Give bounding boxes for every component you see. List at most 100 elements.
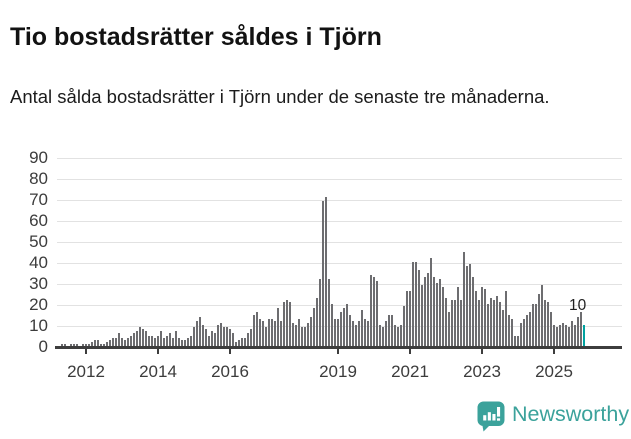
- y-tick-label: 90: [29, 148, 48, 167]
- bar: [169, 333, 172, 346]
- bar: [331, 304, 334, 346]
- bar: [277, 308, 280, 346]
- bar: [544, 299, 547, 346]
- bar: [364, 318, 367, 346]
- bar: [97, 339, 100, 346]
- bar: [340, 312, 343, 346]
- bar: [484, 289, 487, 346]
- bar: [547, 301, 550, 346]
- bar: [421, 285, 424, 346]
- bar: [292, 322, 295, 346]
- bar: [61, 343, 64, 346]
- bar: [526, 314, 529, 346]
- bar: [91, 341, 94, 346]
- bar: [466, 266, 469, 346]
- bar: [433, 276, 436, 346]
- bar: [535, 304, 538, 346]
- x-tick-label: 2012: [67, 362, 105, 381]
- bar: [481, 287, 484, 346]
- bar: [106, 341, 109, 346]
- bar: [154, 337, 157, 346]
- bar: [109, 339, 112, 346]
- bar: [199, 316, 202, 346]
- page-title: Tio bostadsrätter såldes i Tjörn: [10, 22, 382, 51]
- bar: [142, 329, 145, 346]
- bar: [289, 301, 292, 346]
- bar: [574, 325, 577, 346]
- y-tick-label: 70: [29, 190, 48, 209]
- gridline: [57, 305, 622, 306]
- bar: [388, 314, 391, 346]
- bar: [244, 337, 247, 346]
- bar: [286, 299, 289, 346]
- bar: [448, 312, 451, 346]
- bar: [103, 343, 106, 346]
- bar: [442, 287, 445, 346]
- bar: [553, 325, 556, 346]
- bar: [301, 327, 304, 346]
- x-tick: [157, 349, 159, 354]
- bar: [226, 327, 229, 346]
- bar: [382, 327, 385, 346]
- gridline: [57, 242, 622, 243]
- bar: [223, 327, 226, 346]
- bar: [529, 312, 532, 346]
- bar: [166, 335, 169, 346]
- gridline: [57, 200, 622, 201]
- bar: [139, 327, 142, 346]
- bar: [580, 312, 583, 346]
- bar: [133, 333, 136, 346]
- bar: [259, 318, 262, 346]
- bar: [334, 318, 337, 346]
- bar: [190, 335, 193, 346]
- bar: [124, 339, 127, 346]
- bar: [556, 327, 559, 346]
- bar: [469, 264, 472, 346]
- bar: [367, 320, 370, 346]
- bar: [178, 337, 181, 346]
- bar: [298, 318, 301, 346]
- x-tick: [85, 349, 87, 354]
- bar: [271, 318, 274, 346]
- x-tick-label: 2025: [535, 362, 573, 381]
- bar: [85, 343, 88, 346]
- x-tick-label: 2014: [139, 362, 177, 381]
- bar: [211, 331, 214, 346]
- bar: [175, 331, 178, 346]
- bar: [316, 297, 319, 346]
- bar: [406, 291, 409, 346]
- bar: [232, 333, 235, 346]
- y-tick-label: 20: [29, 295, 48, 314]
- bar: [460, 299, 463, 346]
- bar: [208, 335, 211, 346]
- bar: [127, 337, 130, 346]
- bar: [184, 339, 187, 346]
- bar: [253, 314, 256, 346]
- y-tick-label: 60: [29, 211, 48, 230]
- bar: [562, 322, 565, 346]
- last-value-label: 10: [569, 297, 587, 314]
- bar: [478, 299, 481, 346]
- bar: [163, 337, 166, 346]
- bar: [343, 308, 346, 346]
- bar: [358, 320, 361, 346]
- bar: [115, 337, 118, 346]
- bar: [256, 312, 259, 346]
- y-tick-label: 30: [29, 274, 48, 293]
- x-tick: [553, 349, 555, 354]
- bar: [304, 327, 307, 346]
- gridline: [57, 221, 622, 222]
- bar: [283, 301, 286, 346]
- bar: [577, 316, 580, 346]
- bar: [121, 337, 124, 346]
- bar: [214, 333, 217, 346]
- x-tick-label: 2023: [463, 362, 501, 381]
- gridline: [57, 284, 622, 285]
- bar: [322, 201, 325, 346]
- bar: [202, 325, 205, 346]
- bar: [151, 335, 154, 346]
- bar: [385, 320, 388, 346]
- plot-area: 2012 2014 2016 2019 2021 2023 2025 10: [55, 158, 622, 381]
- bar: [397, 327, 400, 346]
- bar: [445, 297, 448, 346]
